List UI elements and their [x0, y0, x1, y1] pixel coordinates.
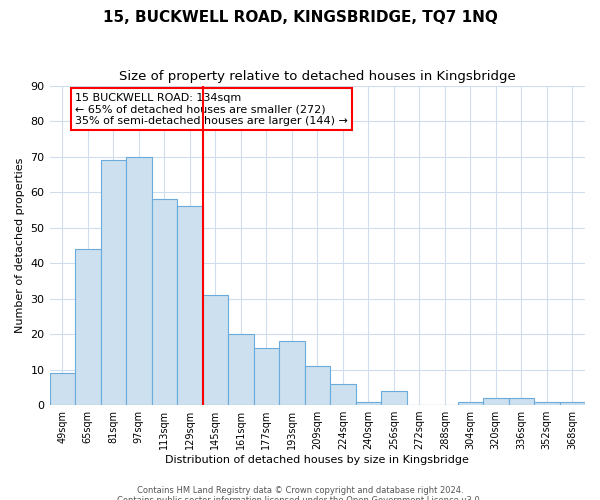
Bar — [356, 402, 381, 405]
Text: 15 BUCKWELL ROAD: 134sqm
← 65% of detached houses are smaller (272)
35% of semi-: 15 BUCKWELL ROAD: 134sqm ← 65% of detach… — [75, 92, 348, 126]
Bar — [305, 366, 330, 405]
Bar — [228, 334, 254, 405]
Text: Contains public sector information licensed under the Open Government Licence v3: Contains public sector information licen… — [118, 496, 482, 500]
Bar — [560, 402, 585, 405]
Bar — [458, 402, 483, 405]
Bar — [203, 295, 228, 405]
Bar — [126, 156, 152, 405]
Bar — [279, 341, 305, 405]
Bar — [330, 384, 356, 405]
Text: Contains HM Land Registry data © Crown copyright and database right 2024.: Contains HM Land Registry data © Crown c… — [137, 486, 463, 495]
Bar — [101, 160, 126, 405]
Bar — [534, 402, 560, 405]
Bar — [509, 398, 534, 405]
X-axis label: Distribution of detached houses by size in Kingsbridge: Distribution of detached houses by size … — [166, 455, 469, 465]
Bar — [483, 398, 509, 405]
Bar — [75, 249, 101, 405]
Y-axis label: Number of detached properties: Number of detached properties — [15, 158, 25, 333]
Title: Size of property relative to detached houses in Kingsbridge: Size of property relative to detached ho… — [119, 70, 515, 83]
Bar — [177, 206, 203, 405]
Bar — [50, 373, 75, 405]
Text: 15, BUCKWELL ROAD, KINGSBRIDGE, TQ7 1NQ: 15, BUCKWELL ROAD, KINGSBRIDGE, TQ7 1NQ — [103, 10, 497, 25]
Bar — [254, 348, 279, 405]
Bar — [152, 199, 177, 405]
Bar — [381, 391, 407, 405]
